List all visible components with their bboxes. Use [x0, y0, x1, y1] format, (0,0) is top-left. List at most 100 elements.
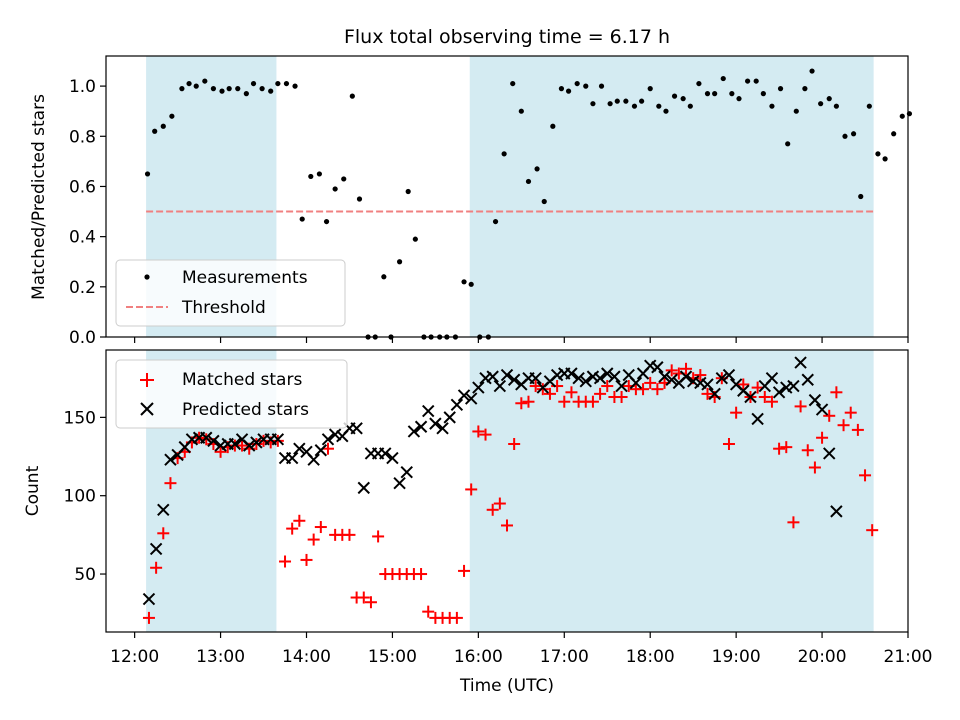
bottom-legend-box	[115, 359, 348, 429]
measurement-point	[275, 80, 281, 87]
bottom-y-axis-label: Count	[23, 465, 43, 516]
measurement-point	[760, 91, 766, 97]
predicted-star-point	[565, 367, 578, 380]
x-axis-label: Time (UTC)	[459, 676, 554, 696]
matched-star-point	[837, 419, 850, 432]
predicted-star-point	[823, 447, 836, 460]
bottom-axes-frame	[105, 349, 909, 633]
matched-star-point	[722, 438, 735, 450]
matched-star-point	[321, 442, 334, 455]
predicted-star-point	[243, 439, 256, 452]
predicted-star-point	[651, 361, 664, 374]
predicted-star-point	[393, 476, 406, 490]
matched-star-point	[472, 425, 485, 438]
predicted-star-point	[579, 375, 592, 388]
predicted-star-point	[386, 451, 399, 465]
measurement-point	[899, 113, 905, 119]
predicted-stars-points	[142, 356, 843, 606]
predicted-star-point	[149, 542, 163, 556]
measurement-point	[341, 176, 347, 182]
top-y-axis: 0.0 0.2 0.4 0.6 0.8 1.0	[69, 77, 106, 348]
x-tick-label: 20:00	[798, 647, 847, 667]
measurement-point	[753, 78, 759, 84]
x-tick-label: 19:00	[712, 647, 761, 667]
measurement-point	[405, 188, 411, 195]
measurement-points	[144, 68, 913, 340]
predicted-star-point	[615, 379, 628, 393]
legend-measurements-label: Measurements	[182, 268, 308, 288]
predicted-star-point	[765, 371, 779, 385]
matched-star-point	[787, 516, 800, 529]
measurement-point	[785, 141, 791, 147]
measurement-point	[769, 103, 775, 109]
measurement-point	[631, 103, 638, 109]
measurement-point	[356, 196, 363, 202]
predicted-star-point	[307, 453, 320, 466]
predicted-star-point	[164, 453, 177, 466]
legend-measurements-marker	[144, 274, 150, 280]
measurement-point	[809, 68, 815, 74]
predicted-star-point	[794, 356, 807, 369]
measurement-point	[525, 178, 532, 185]
matched-star-point	[271, 434, 284, 447]
predicted-star-point	[830, 505, 843, 518]
predicted-star-point	[271, 433, 285, 446]
bottom-shaded-regions	[146, 350, 874, 632]
matched-star-point	[465, 483, 478, 496]
matched-star-point	[458, 564, 471, 577]
measurement-point	[501, 151, 507, 157]
matched-star-point	[150, 561, 163, 574]
matched-star-point	[293, 514, 306, 527]
predicted-star-point	[414, 420, 428, 433]
predicted-star-point	[722, 368, 736, 382]
predicted-star-point	[321, 433, 335, 446]
measurement-point	[598, 83, 605, 89]
top-y-tick-label: 0.4	[69, 228, 96, 248]
measurement-point	[186, 80, 192, 87]
matched-star-point	[343, 528, 356, 541]
matched-star-point	[758, 391, 771, 403]
matched-star-point	[450, 611, 463, 624]
measurement-point	[745, 78, 751, 84]
predicted-star-point	[450, 398, 464, 412]
matched-star-point	[415, 568, 428, 581]
measurement-point	[671, 93, 678, 99]
measurement-point	[332, 186, 338, 192]
predicted-star-point	[801, 373, 814, 386]
matched-star-point	[644, 376, 657, 389]
measurement-point	[656, 103, 662, 109]
matched-stars-points	[142, 362, 879, 624]
matched-star-point	[501, 519, 513, 532]
measurement-point	[663, 108, 669, 114]
measurement-point	[729, 91, 735, 97]
measurement-point	[144, 171, 151, 177]
predicted-star-point	[708, 387, 721, 401]
legend-predicted-label: Predicted stars	[182, 400, 309, 420]
chart-title: Flux total observing time = 6.17 h	[344, 26, 670, 48]
predicted-star-point	[486, 370, 499, 383]
matched-star-point	[737, 378, 750, 391]
shaded-interval-1	[469, 56, 874, 337]
bottom-y-tick-label: 150	[64, 408, 96, 428]
top-axes-frame	[105, 55, 909, 338]
measurement-point	[534, 166, 540, 172]
measurement-point	[607, 101, 613, 107]
predicted-star-point	[658, 370, 671, 383]
measurement-point	[583, 83, 589, 89]
measurement-point	[219, 88, 225, 94]
matched-star-point	[773, 442, 786, 455]
predicted-star-point	[608, 370, 621, 383]
measurement-point	[858, 193, 864, 200]
predicted-star-point	[701, 378, 714, 391]
predicted-star-point	[772, 386, 786, 399]
measurement-point	[614, 98, 620, 104]
measurement-point	[833, 103, 839, 109]
bottom-y-tick-label: 100	[64, 487, 96, 507]
predicted-star-point	[400, 465, 413, 479]
predicted-star-point	[815, 403, 829, 416]
matched-star-point	[665, 364, 678, 377]
top-shaded-regions	[146, 56, 874, 337]
matched-star-point	[214, 445, 227, 458]
measurement-point	[193, 83, 199, 89]
